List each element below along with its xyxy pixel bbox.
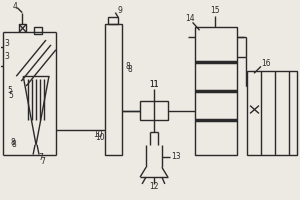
Text: 4: 4 bbox=[13, 2, 18, 11]
Bar bbox=[195, 27, 237, 155]
Text: 8: 8 bbox=[12, 140, 16, 149]
Text: 8: 8 bbox=[11, 138, 16, 147]
Text: 3: 3 bbox=[5, 39, 10, 48]
Text: 10: 10 bbox=[94, 130, 103, 139]
Text: 8: 8 bbox=[128, 65, 133, 74]
Text: 9: 9 bbox=[118, 6, 123, 15]
Text: 5: 5 bbox=[9, 91, 14, 100]
Bar bbox=[34, 27, 42, 34]
Text: 11: 11 bbox=[149, 80, 159, 89]
Text: 7: 7 bbox=[39, 153, 44, 162]
Text: 13: 13 bbox=[171, 152, 181, 161]
Text: 8: 8 bbox=[126, 62, 130, 71]
Text: 7: 7 bbox=[40, 157, 45, 166]
Bar bbox=[140, 101, 168, 120]
Text: 14: 14 bbox=[185, 14, 194, 23]
Bar bbox=[105, 24, 122, 155]
Text: 5: 5 bbox=[7, 86, 12, 95]
Bar bbox=[247, 71, 297, 155]
Bar bbox=[19, 24, 26, 32]
Text: 11: 11 bbox=[149, 80, 159, 89]
Text: 10: 10 bbox=[96, 133, 105, 142]
Text: 3: 3 bbox=[5, 52, 10, 61]
Text: 16: 16 bbox=[261, 59, 271, 68]
Bar bbox=[108, 17, 118, 24]
Text: 12: 12 bbox=[149, 182, 159, 191]
Text: 15: 15 bbox=[211, 6, 220, 15]
